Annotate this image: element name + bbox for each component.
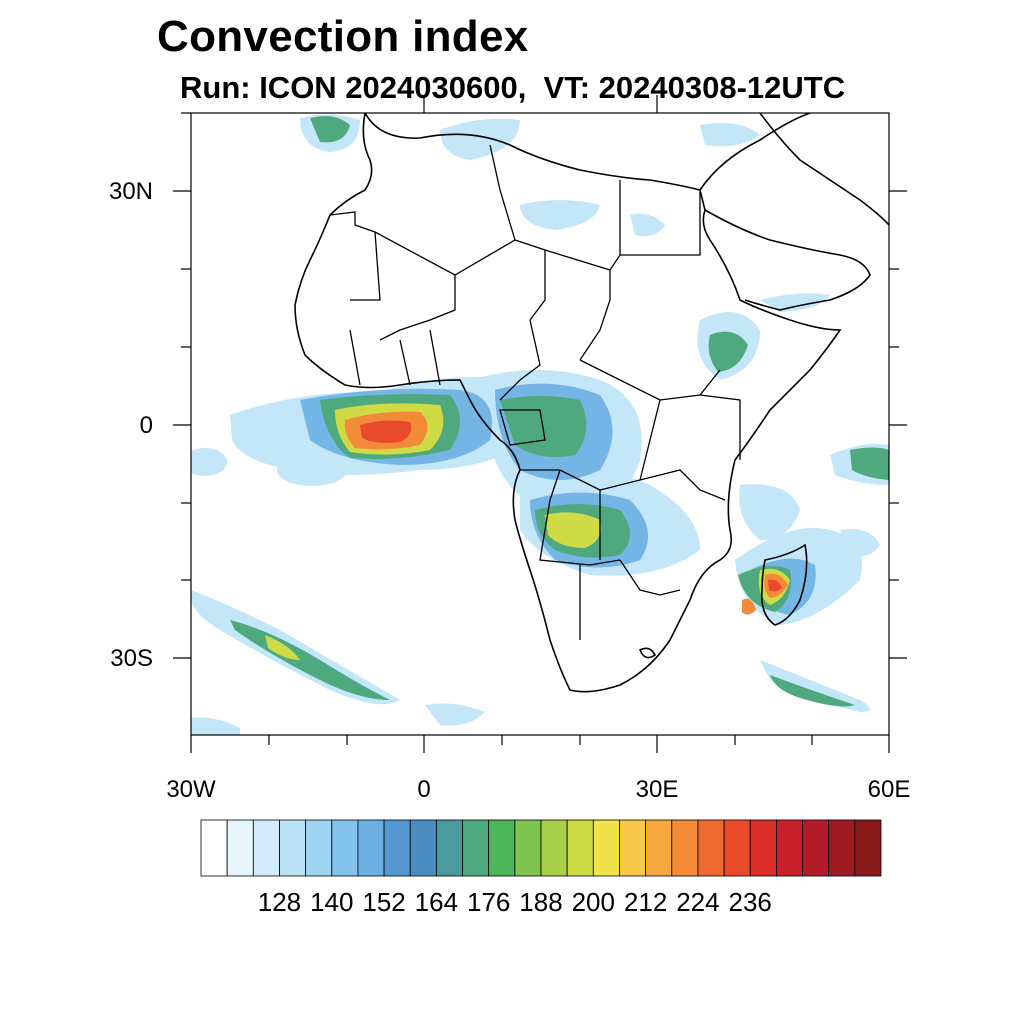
colorbar-swatch [252, 819, 280, 877]
colorbar-swatch [723, 819, 751, 877]
colorbar-swatch [775, 819, 803, 877]
lon-label-30w: 30W [166, 776, 216, 803]
colorbar-swatch [592, 819, 620, 877]
lon-label-30e: 30E [635, 776, 679, 803]
colorbar-swatch [566, 819, 594, 877]
colorbar-swatch [540, 819, 568, 877]
colorbar-label: 176 [466, 887, 511, 917]
map-subtitle: Run: ICON 2024030600, VT: 20240308-12UTC [180, 70, 846, 105]
colorbar-swatch [802, 819, 830, 877]
colorbar-label: 152 [362, 887, 406, 917]
colorbar-swatch [279, 819, 307, 877]
colorbar-swatch [462, 819, 490, 877]
colorbar-swatch [305, 819, 333, 877]
convection-field [191, 114, 889, 735]
lat-label-30n: 30N [108, 178, 153, 205]
colorbar-swatch [409, 819, 437, 877]
coastlines [294, 113, 889, 693]
lat-label-0: 0 [139, 412, 153, 439]
colorbar-swatch [697, 819, 725, 877]
colorbar-label: 164 [414, 887, 459, 917]
colorbar-swatch [435, 819, 463, 877]
colorbar-label: 200 [571, 887, 615, 917]
map-title: Convection index [157, 12, 529, 61]
lat-label-30s: 30S [110, 645, 153, 672]
colorbar-swatch [383, 819, 411, 877]
colorbar-label: 212 [623, 887, 668, 917]
colorbar-swatch [619, 819, 647, 877]
country-borders [329, 144, 741, 640]
colorbar-label: 236 [728, 887, 772, 917]
colorbar-swatch [488, 819, 516, 877]
colorbar-swatch [749, 819, 777, 877]
lon-label-60e: 60E [867, 776, 911, 803]
colorbar-label: 224 [676, 887, 720, 917]
colorbar-label: 140 [310, 887, 354, 917]
colorbar-swatch [854, 819, 882, 877]
colorbar-swatch [645, 819, 673, 877]
colorbar-swatch [671, 819, 699, 877]
colorbar-swatch [226, 819, 254, 877]
colorbar-swatch [828, 819, 856, 877]
colorbar-swatch [514, 819, 542, 877]
colorbar-label: 128 [257, 887, 302, 917]
axis-ticks [173, 95, 907, 753]
map-frame [190, 112, 890, 736]
colorbar-swatch [331, 819, 359, 877]
lon-label-0: 0 [417, 776, 431, 803]
colorbar-swatch [357, 819, 385, 877]
colorbar [200, 819, 882, 877]
colorbar-swatch [200, 819, 228, 877]
colorbar-label: 188 [519, 887, 563, 917]
